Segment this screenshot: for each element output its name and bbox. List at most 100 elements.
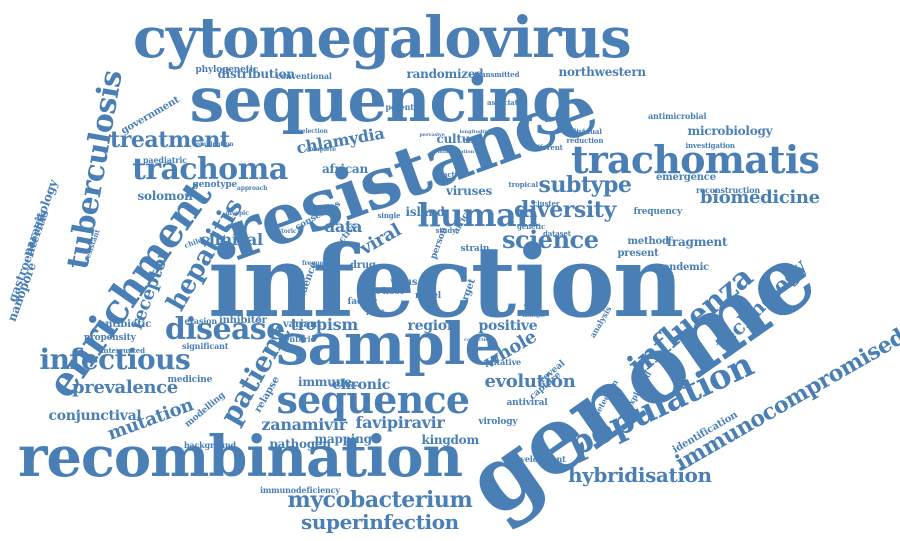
- word-zanamivir: zanamivir: [261, 415, 348, 434]
- word-hybridisation: hybridisation: [568, 463, 712, 487]
- word-host: host: [382, 286, 404, 297]
- word-chronic: chronic: [332, 377, 391, 393]
- word-antiviral: antiviral: [506, 397, 548, 408]
- word-dataset: dataset: [543, 228, 571, 238]
- word-strain: strain: [460, 243, 490, 254]
- word-prevalence: prevalence: [72, 377, 178, 398]
- word-reduction: reduction: [566, 135, 604, 145]
- word-combination: combination: [192, 141, 234, 148]
- word-present: present: [617, 248, 659, 259]
- word-medicine: medicine: [167, 374, 213, 385]
- word-interrupted: interrupted: [101, 345, 145, 355]
- word-infection: infection: [208, 225, 684, 340]
- word-kingdom: kingdom: [421, 433, 480, 447]
- word-antimicrobial: antimicrobial: [648, 111, 707, 121]
- word-frequency: frequency: [633, 206, 683, 217]
- word-immune: immune: [298, 375, 352, 389]
- word-region: region: [407, 318, 458, 334]
- word-determined: determined: [329, 382, 361, 389]
- word-associated: associated: [487, 97, 527, 107]
- word-putative: putative: [485, 357, 522, 367]
- word-disease: disease: [165, 312, 285, 347]
- word-investigation: investigation: [685, 140, 736, 150]
- word-sequencing: sequencing: [189, 63, 576, 136]
- word-factor: factor: [347, 296, 377, 307]
- word-multiple: multiple: [522, 312, 546, 319]
- word-frequent: frequent: [302, 260, 331, 267]
- word-fragment: fragment: [667, 235, 728, 249]
- word-inflammation: inflammation: [437, 148, 475, 155]
- word-diversity: diversity: [514, 197, 616, 223]
- word-method: method: [627, 236, 669, 247]
- word-subtype: subtype: [538, 172, 632, 198]
- word-science: science: [502, 225, 599, 254]
- word-genetic: genetic: [517, 221, 546, 231]
- word-positive: positive: [478, 318, 538, 334]
- word-trachomatis: trachomatis: [571, 137, 820, 182]
- word-distribution: distribution: [217, 67, 295, 81]
- word-approach: approach: [237, 185, 268, 192]
- word-culture: culture: [436, 132, 484, 146]
- word-favipiravir: favipiravir: [355, 413, 445, 432]
- word-recombination: recombination: [18, 424, 463, 490]
- word-different: different: [529, 142, 563, 152]
- word-solomon: solomon: [137, 189, 193, 203]
- word-microbiology: microbiology: [687, 124, 773, 138]
- word-clinical: clinical: [199, 230, 264, 249]
- word-emergence: emergence: [656, 172, 716, 183]
- word-conjunctival: conjunctival: [48, 408, 142, 424]
- word-infectious: infectious: [39, 343, 191, 376]
- word-case: case: [359, 286, 382, 297]
- word-cytomegalovirus: cytomegalovirus: [133, 5, 632, 71]
- word-antibiotic: antibiotic: [99, 319, 152, 330]
- word-randomized: randomized: [406, 67, 484, 81]
- word-transmitted: transmitted: [474, 69, 520, 79]
- word-northwestern: northwestern: [558, 65, 647, 79]
- word-treatment: treatment: [110, 127, 230, 153]
- word-pervasive: pervasive: [419, 131, 445, 138]
- word-biomedicine: biomedicine: [700, 187, 820, 208]
- word-tropical: tropical: [508, 179, 539, 189]
- word-correction: correction: [464, 336, 493, 343]
- word-island: island: [405, 205, 446, 219]
- word-enteric: enteric: [284, 334, 316, 344]
- word-trachoma: trachoma: [132, 152, 288, 187]
- word-data: data: [324, 217, 363, 236]
- word-tropism: tropism: [290, 315, 359, 334]
- word-background: background: [184, 440, 236, 450]
- word-local: local: [366, 307, 385, 317]
- word-significant: significant: [182, 341, 229, 351]
- word-genotype: genotype: [192, 179, 238, 190]
- word-virology: virology: [478, 416, 518, 427]
- word-evolution: evolution: [484, 371, 576, 392]
- word-novel: novel: [415, 290, 442, 301]
- word-sample: sample: [276, 310, 501, 378]
- word-sequence: sequence: [276, 377, 471, 422]
- word-single: single: [377, 210, 401, 220]
- word-african: african: [322, 162, 368, 176]
- word-evasion: evasion: [184, 316, 218, 326]
- word-potential: potential: [385, 102, 425, 112]
- word-phylogenetic: phylogenetic: [195, 64, 259, 75]
- word-longitudinal: longitudinal: [459, 128, 493, 135]
- word-active: active: [443, 169, 466, 179]
- word-viruses: viruses: [446, 184, 493, 198]
- word-historic: historic: [271, 228, 297, 235]
- word-human: human: [417, 196, 540, 234]
- word-paediatric: paediatric: [143, 155, 187, 165]
- word-reconstruction: reconstruction: [696, 185, 761, 195]
- word-complete: complete: [306, 146, 336, 153]
- word-inhibitor: inhibitor: [219, 315, 267, 326]
- word-endemic: endemic: [663, 262, 710, 273]
- word-variant: variant: [283, 319, 322, 330]
- word-pathogen: pathogen: [269, 437, 332, 451]
- word-drug: drug: [350, 260, 376, 271]
- word-myopic: myopic: [225, 210, 249, 217]
- word-cluster: cluster: [533, 198, 560, 208]
- word-study: study: [435, 225, 457, 235]
- word-virus: virus: [390, 277, 418, 288]
- word-conventional: conventional: [276, 71, 332, 81]
- word-mapping: mapping: [314, 432, 372, 446]
- word-individual: individual: [564, 126, 602, 136]
